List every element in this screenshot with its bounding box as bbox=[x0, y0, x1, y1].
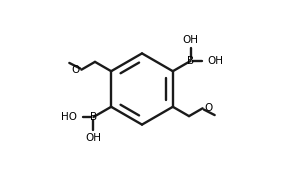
Text: OH: OH bbox=[207, 56, 223, 66]
Text: O: O bbox=[204, 103, 213, 113]
Text: HO: HO bbox=[61, 112, 77, 122]
Text: B: B bbox=[90, 112, 97, 122]
Text: O: O bbox=[71, 65, 80, 75]
Text: OH: OH bbox=[183, 35, 199, 45]
Text: OH: OH bbox=[85, 133, 101, 143]
Text: B: B bbox=[187, 56, 194, 66]
